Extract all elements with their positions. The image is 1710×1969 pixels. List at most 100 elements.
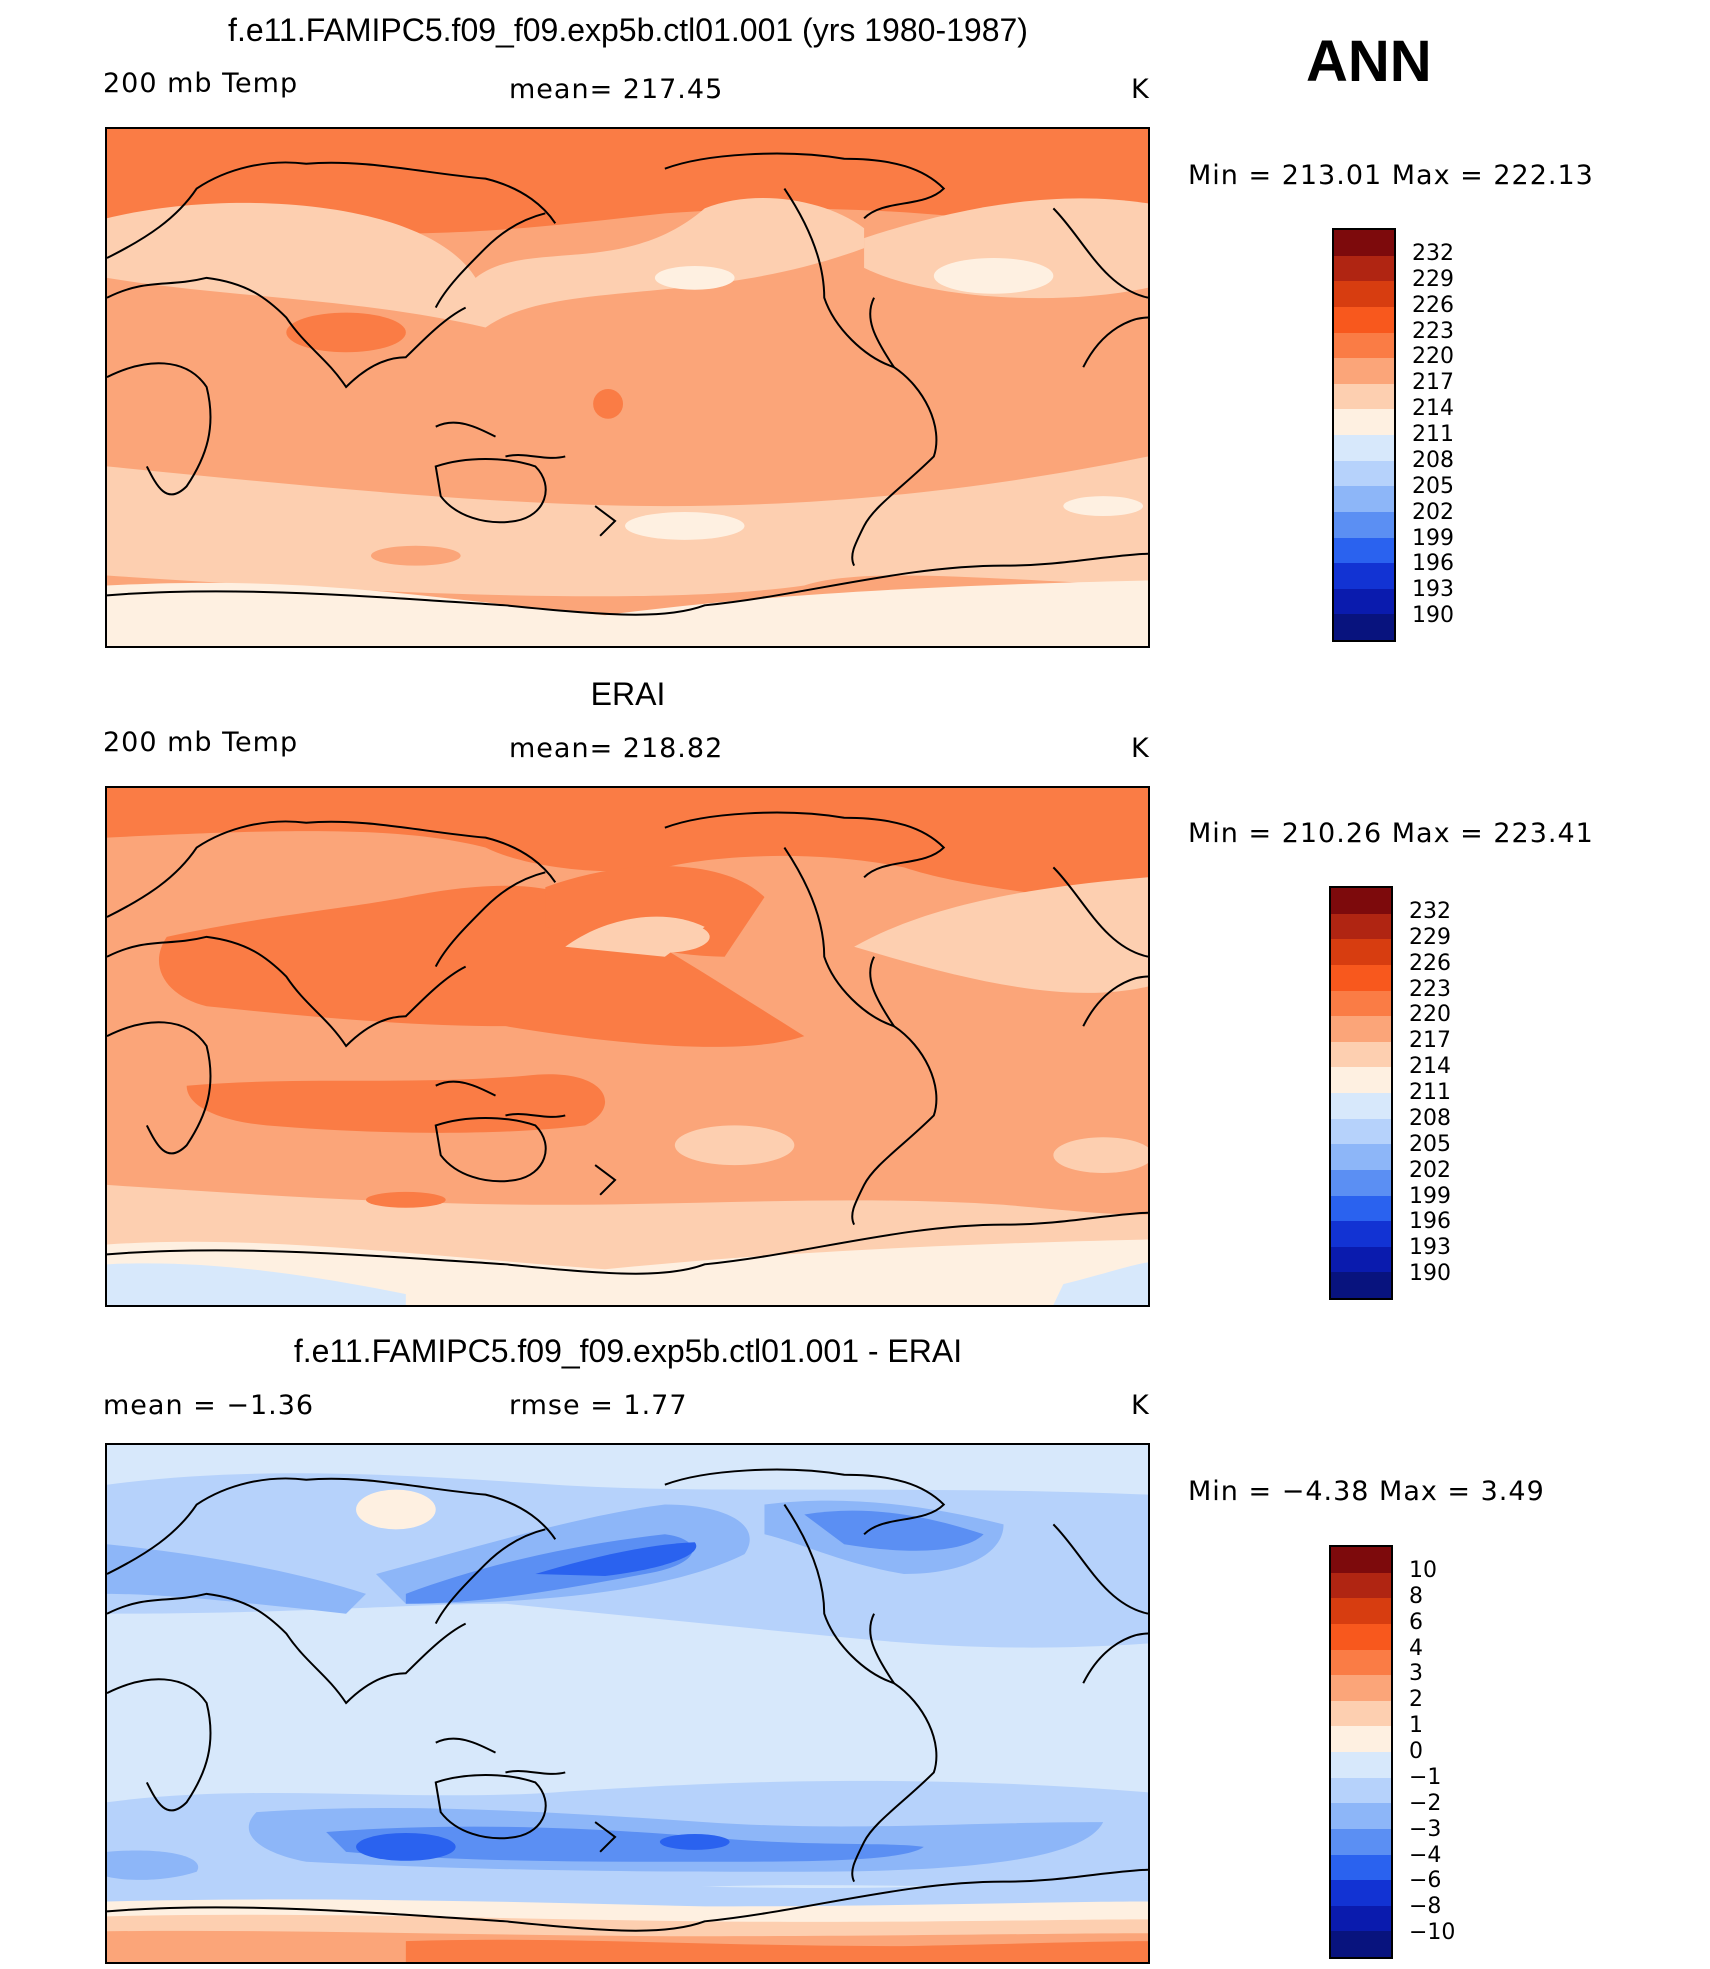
colorbar-swatch <box>1331 1828 1391 1856</box>
panel-3-map <box>105 1443 1150 1964</box>
colorbar-swatch <box>1334 255 1394 283</box>
colorbar-tick-label: −8 <box>1409 1894 1442 1920</box>
colorbar-tick-label: 0 <box>1409 1739 1423 1764</box>
colorbar-tick-label: 196 <box>1409 1209 1451 1235</box>
colorbar-swatch <box>1331 913 1391 941</box>
colorbar-swatch <box>1334 435 1394 462</box>
panel-1-title: f.e11.FAMIPC5.f09_f09.exp5b.ctl01.001 (y… <box>228 12 1028 48</box>
colorbar-tick-label: 208 <box>1412 447 1454 473</box>
panel-2-map <box>105 786 1150 1307</box>
colorbar-tick-label: 229 <box>1409 924 1451 950</box>
colorbar-swatch <box>1331 1880 1391 1908</box>
panel-1-contour-field <box>107 129 1148 646</box>
colorbar-swatch <box>1331 1931 1391 1958</box>
colorbar-swatch <box>1331 1144 1391 1172</box>
colorbar-tick-label: 223 <box>1409 976 1451 1002</box>
colorbar-swatch <box>1331 1623 1391 1651</box>
colorbar-tick-label: −4 <box>1409 1842 1442 1868</box>
colorbar-swatch <box>1331 1572 1391 1600</box>
colorbar-swatch <box>1334 281 1394 309</box>
colorbar-swatch <box>1334 332 1394 360</box>
colorbar-swatch <box>1334 563 1394 591</box>
colorbar-tick-label: 226 <box>1412 292 1454 318</box>
colorbar-swatch <box>1331 1221 1391 1249</box>
colorbar-swatch <box>1331 1700 1391 1728</box>
colorbar-swatch <box>1331 1726 1391 1754</box>
panel-2-minmax: Min = 210.26 Max = 223.41 <box>1188 818 1594 849</box>
colorbar-swatch <box>1331 939 1391 967</box>
colorbar-tick-label: 232 <box>1409 898 1451 924</box>
colorbar-swatch <box>1331 1854 1391 1882</box>
panel-3-coastlines <box>107 1468 1148 1932</box>
panel-2-colorbar-labels: 232 229 226 223 220 217 214 211 208 205 202 199 196 1… <box>1409 886 1489 1300</box>
colorbar-tick-label: −10 <box>1409 1920 1456 1946</box>
colorbar-tick-label: 199 <box>1409 1183 1451 1209</box>
colorbar-tick-label: −6 <box>1409 1868 1442 1894</box>
panel-2-contour-field <box>107 788 1148 1305</box>
colorbar-tick-label: 202 <box>1409 1157 1451 1183</box>
colorbar-tick-label: 223 <box>1412 318 1454 344</box>
colorbar-swatch <box>1331 1195 1391 1223</box>
colorbar-swatch <box>1331 1905 1391 1933</box>
colorbar-swatch <box>1331 1649 1391 1677</box>
colorbar-tick-label: 3 <box>1409 1661 1423 1687</box>
colorbar-tick-label: 214 <box>1409 1054 1451 1080</box>
colorbar-tick-label: 214 <box>1412 396 1454 422</box>
colorbar-swatch <box>1331 1547 1391 1574</box>
colorbar-tick-label: −2 <box>1409 1790 1442 1816</box>
panel-1-variable-label: 200 mb Temp <box>103 68 299 99</box>
panel-2-units: K <box>1131 733 1150 764</box>
colorbar-tick-label: 205 <box>1412 473 1454 499</box>
colorbar-swatch <box>1331 1246 1391 1274</box>
colorbar-swatch <box>1334 409 1394 437</box>
colorbar-tick-label: 211 <box>1409 1080 1451 1105</box>
colorbar-swatch <box>1334 511 1394 539</box>
panel-3-mean-label: mean = −1.36 <box>103 1390 315 1421</box>
panel-3-minmax: Min = −4.38 Max = 3.49 <box>1188 1476 1545 1507</box>
colorbar-swatch <box>1331 1067 1391 1095</box>
colorbar-tick-label: 190 <box>1409 1261 1451 1287</box>
colorbar-tick-label: 208 <box>1409 1105 1451 1131</box>
colorbar-swatch <box>1331 1675 1391 1703</box>
colorbar-tick-label: 2 <box>1409 1687 1423 1713</box>
panel-1-minmax: Min = 213.01 Max = 222.13 <box>1188 160 1594 191</box>
panel-3-title: f.e11.FAMIPC5.f09_f09.exp5b.ctl01.001 - … <box>293 1333 963 1369</box>
panel-3-colorbar-labels: 10 8 6 4 3 2 1 0 −1 −2 −3 −4 −6 −8 −10 <box>1409 1545 1489 1959</box>
panel-2-mean-label: mean= 218.82 <box>509 733 724 764</box>
panel-1-colorbar-labels: 232 229 226 223 220 217 214 211 208 205 202 199 196 1… <box>1412 228 1492 642</box>
colorbar-tick-label: 226 <box>1409 950 1451 976</box>
colorbar-tick-label: 196 <box>1412 551 1454 577</box>
colorbar-swatch <box>1334 230 1394 257</box>
colorbar-tick-label: 220 <box>1412 344 1454 370</box>
colorbar-tick-label: 217 <box>1412 370 1454 396</box>
panel-1-colorbar <box>1332 228 1396 642</box>
panel-1-units: K <box>1131 74 1150 105</box>
panel-1-coastlines <box>107 152 1148 616</box>
colorbar-swatch <box>1331 1272 1391 1299</box>
colorbar-swatch <box>1334 537 1394 565</box>
season-label: ANN <box>1306 29 1432 94</box>
colorbar-tick-label: 205 <box>1409 1131 1451 1157</box>
colorbar-tick-label: 229 <box>1412 266 1454 292</box>
colorbar-swatch <box>1334 383 1394 411</box>
colorbar-tick-label: 199 <box>1412 525 1454 551</box>
colorbar-swatch <box>1331 1093 1391 1120</box>
colorbar-swatch <box>1331 1118 1391 1146</box>
panel-2-title: ERAI <box>590 676 666 712</box>
colorbar-swatch <box>1331 1016 1391 1044</box>
panel-3-contour-field <box>107 1445 1148 1962</box>
colorbar-tick-label: 193 <box>1409 1235 1451 1261</box>
colorbar-swatch <box>1331 1041 1391 1069</box>
colorbar-swatch <box>1331 1752 1391 1779</box>
colorbar-tick-label: 10 <box>1409 1557 1437 1583</box>
colorbar-swatch <box>1331 964 1391 992</box>
colorbar-swatch <box>1331 1598 1391 1626</box>
colorbar-swatch <box>1334 358 1394 386</box>
colorbar-tick-label: 1 <box>1409 1713 1423 1739</box>
colorbar-tick-label: 193 <box>1412 577 1454 603</box>
colorbar-swatch <box>1331 1777 1391 1805</box>
colorbar-swatch <box>1334 588 1394 616</box>
panel-3-rmse-label: rmse = 1.77 <box>509 1390 688 1421</box>
colorbar-swatch <box>1334 486 1394 514</box>
colorbar-swatch <box>1331 990 1391 1018</box>
